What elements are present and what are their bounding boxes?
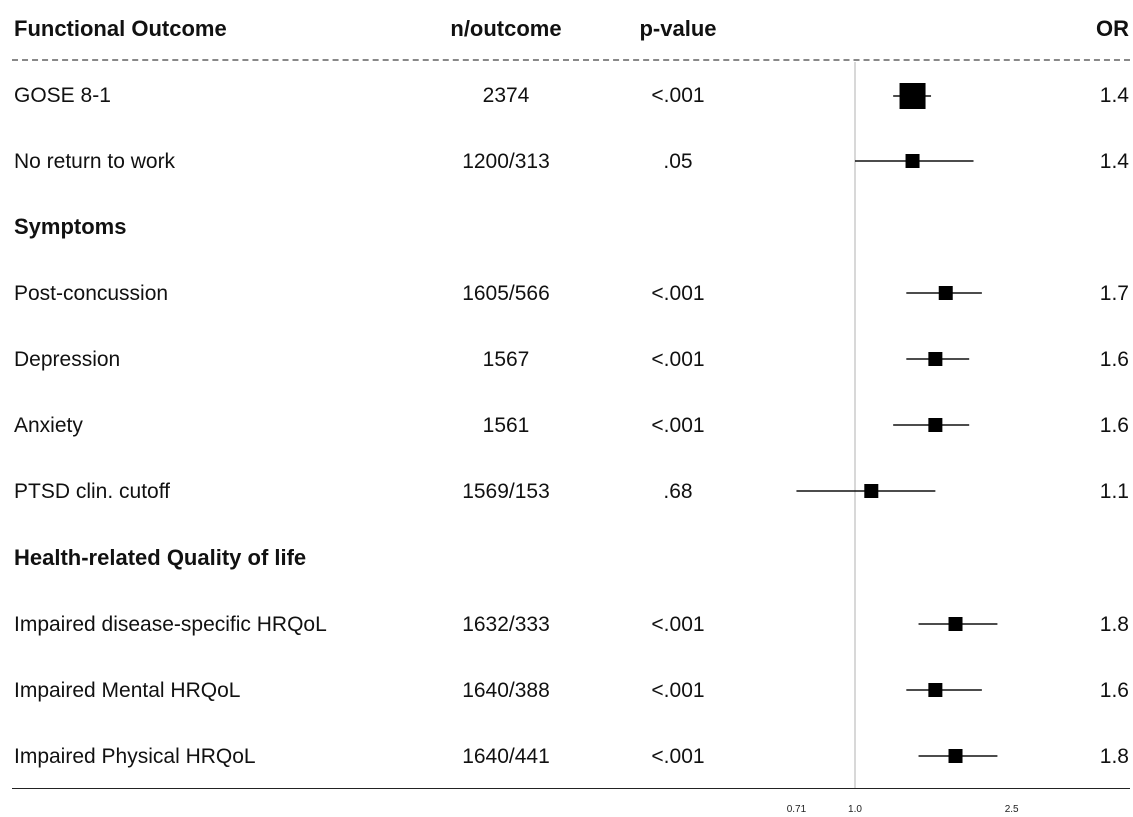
row-n: 1632/333 bbox=[462, 613, 550, 636]
header-outcome: Functional Outcome bbox=[14, 16, 227, 41]
row-p: <.001 bbox=[651, 745, 705, 768]
row-n: 2374 bbox=[482, 84, 530, 107]
row-n: 1569/153 bbox=[462, 480, 550, 503]
header-n-outcome: n/outcome bbox=[450, 16, 562, 41]
point-estimate bbox=[899, 83, 926, 109]
row-n: 1567 bbox=[482, 348, 530, 371]
row-label: Post-concussion bbox=[14, 282, 169, 305]
row-n: 1561 bbox=[482, 414, 530, 437]
x-tick-label: 0.71 bbox=[787, 804, 807, 815]
row-p: <.001 bbox=[651, 679, 705, 702]
section-symptoms: Symptoms bbox=[14, 214, 127, 239]
row-n: 1640/441 bbox=[462, 745, 550, 768]
row-or: 1.4 bbox=[1099, 150, 1129, 173]
point-estimate bbox=[948, 617, 963, 631]
row-label: Anxiety bbox=[14, 414, 83, 437]
point-estimate bbox=[928, 683, 943, 697]
row-label: Impaired Mental HRQoL bbox=[14, 679, 241, 702]
row-p: <.001 bbox=[651, 282, 705, 305]
point-estimate bbox=[928, 352, 943, 366]
section-hrqol: Health-related Quality of life bbox=[14, 545, 307, 570]
row-label: No return to work bbox=[14, 150, 176, 173]
header-p-value: p-value bbox=[639, 16, 717, 41]
row-label: GOSE 8-1 bbox=[14, 84, 111, 107]
x-tick-label: 2.5 bbox=[1005, 804, 1019, 815]
row-p: <.001 bbox=[651, 613, 705, 636]
row-p: <.001 bbox=[651, 84, 705, 107]
header-or: OR bbox=[1096, 16, 1129, 41]
row-p: .05 bbox=[663, 150, 693, 173]
point-estimate bbox=[905, 154, 920, 168]
row-label: Depression bbox=[14, 348, 121, 371]
row-or: 1.7 bbox=[1099, 282, 1129, 305]
row-label: PTSD clin. cutoff bbox=[14, 480, 171, 503]
row-or: 1.1 bbox=[1099, 480, 1129, 503]
row-label: Impaired disease-specific HRQoL bbox=[14, 613, 327, 636]
row-p: .68 bbox=[663, 480, 693, 503]
row-or: 1.6 bbox=[1099, 414, 1129, 437]
header-separator bbox=[12, 59, 1130, 61]
row-p: <.001 bbox=[651, 348, 705, 371]
row-or: 1.8 bbox=[1099, 613, 1129, 636]
row-n: 1605/566 bbox=[462, 282, 550, 305]
x-tick-label: 1.0 bbox=[848, 804, 862, 815]
row-n: 1640/388 bbox=[462, 679, 550, 702]
point-estimate bbox=[938, 286, 953, 300]
row-n: 1200/313 bbox=[462, 150, 550, 173]
point-estimate bbox=[928, 418, 943, 432]
point-estimate bbox=[864, 484, 879, 498]
x-axis-line bbox=[12, 788, 1130, 789]
row-or: 1.6 bbox=[1099, 348, 1129, 371]
row-p: <.001 bbox=[651, 414, 705, 437]
row-or: 1.4 bbox=[1099, 84, 1129, 107]
row-label: Impaired Physical HRQoL bbox=[14, 745, 256, 768]
row-or: 1.8 bbox=[1099, 745, 1129, 768]
point-estimate bbox=[948, 749, 963, 763]
row-or: 1.6 bbox=[1099, 679, 1129, 702]
